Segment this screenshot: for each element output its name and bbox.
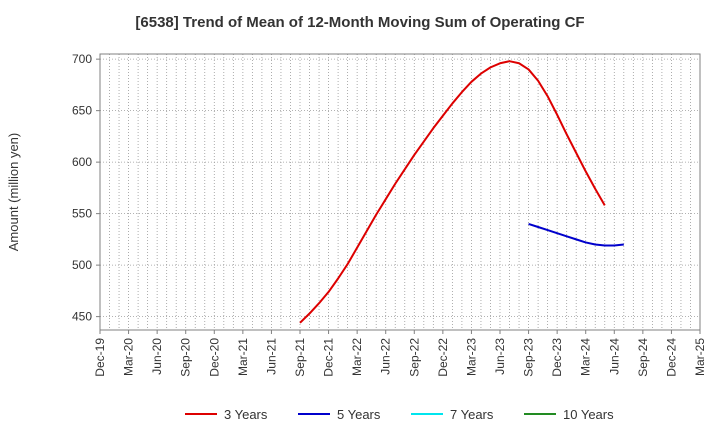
y-tick-label: 450 xyxy=(72,310,92,324)
x-tick-label: Mar-24 xyxy=(579,338,593,376)
x-tick-label: Jun-21 xyxy=(264,338,278,375)
x-tick-label: Jun-23 xyxy=(493,338,507,375)
y-axis-label: Amount (million yen) xyxy=(6,133,21,252)
series-layer xyxy=(299,60,624,324)
x-tick-label: Sep-23 xyxy=(522,338,536,377)
legend-label-7-years: 7 Years xyxy=(450,407,494,422)
y-tick-label: 600 xyxy=(72,155,92,169)
grid-layer xyxy=(100,54,700,330)
x-tick-label: Sep-20 xyxy=(179,338,193,377)
chart-title: [6538] Trend of Mean of 12-Month Moving … xyxy=(135,14,585,31)
x-tick-label: Jun-24 xyxy=(607,338,621,375)
x-tick-label: Dec-19 xyxy=(93,338,107,377)
y-tick-label: 550 xyxy=(72,207,92,221)
x-tick-label: Dec-24 xyxy=(664,338,678,377)
x-tick-label: Sep-21 xyxy=(293,338,307,377)
x-axis: Dec-19 Mar-20 Jun-20 Sep-20 Dec-20 Mar-21 Jun-… xyxy=(93,330,707,377)
y-tick-label: 650 xyxy=(72,104,92,118)
legend-label-3-years: 3 Years xyxy=(224,407,268,422)
legend-label-5-years: 5 Years xyxy=(337,407,381,422)
y-axis: 450 500 550 600 650 700 xyxy=(72,52,100,324)
y-tick-label: 500 xyxy=(72,258,92,272)
series-line-3-years xyxy=(299,60,606,324)
x-tick-label: Mar-25 xyxy=(693,338,707,376)
x-tick-label: Sep-24 xyxy=(636,338,650,377)
x-tick-label: Mar-20 xyxy=(122,338,136,376)
series-line-5-years xyxy=(528,222,624,247)
legend: 3 Years 5 Years 7 Years 10 Years xyxy=(185,407,614,422)
plot-frame xyxy=(99,53,701,331)
x-tick-label: Sep-22 xyxy=(407,338,421,377)
x-tick-label: Mar-23 xyxy=(464,338,478,376)
legend-label-10-years: 10 Years xyxy=(563,407,614,422)
x-tick-label: Dec-22 xyxy=(436,338,450,377)
x-tick-label: Dec-20 xyxy=(207,338,221,377)
x-tick-label: Mar-21 xyxy=(236,338,250,376)
x-tick-label: Jun-22 xyxy=(379,338,393,375)
x-tick-label: Mar-22 xyxy=(350,338,364,376)
x-tick-label: Jun-20 xyxy=(150,338,164,375)
x-tick-label: Dec-21 xyxy=(322,338,336,377)
x-tick-label: Dec-23 xyxy=(550,338,564,377)
y-tick-label: 700 xyxy=(72,52,92,66)
